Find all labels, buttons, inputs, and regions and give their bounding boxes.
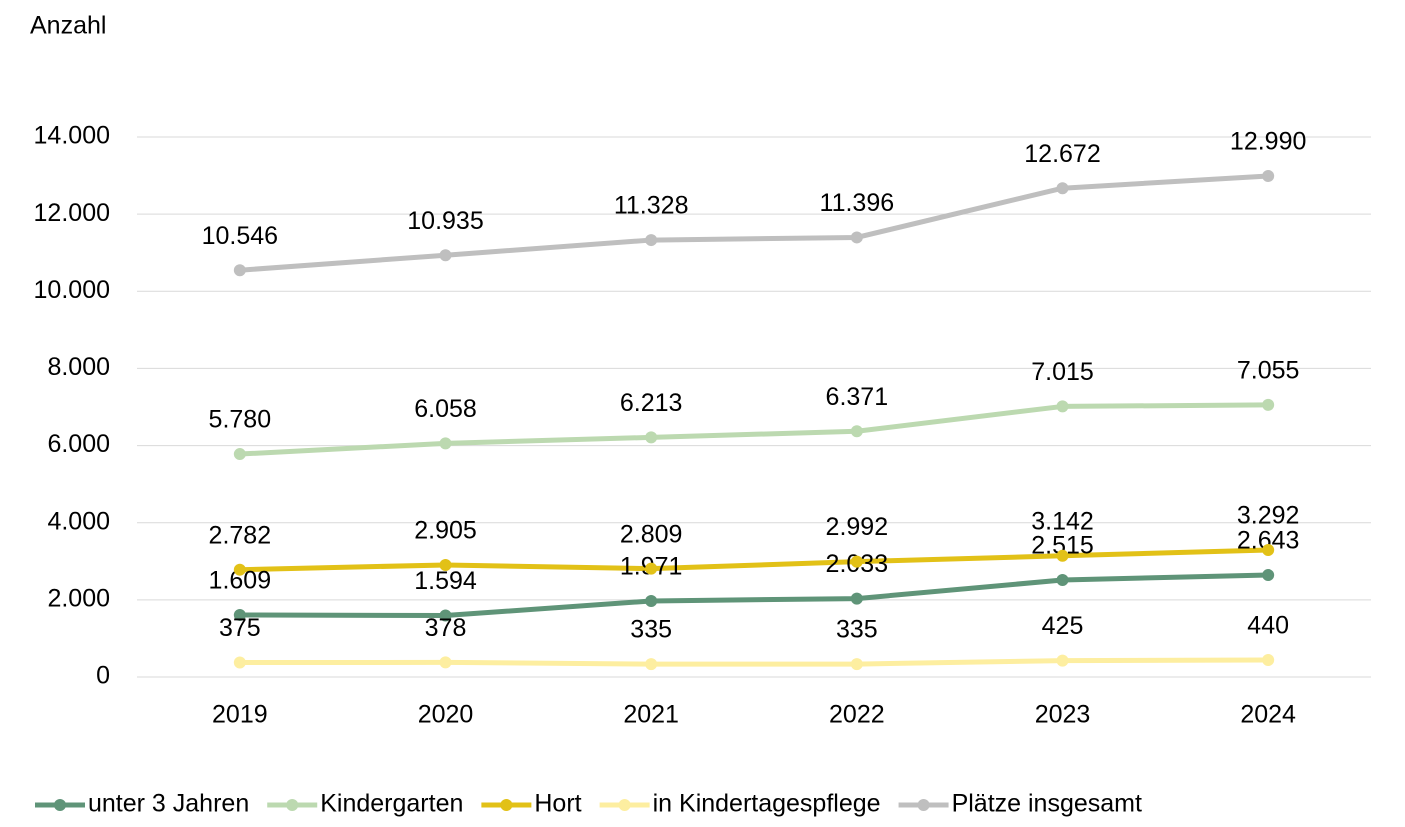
y-tick-label: 14.000 xyxy=(34,122,110,150)
data-label: 6.213 xyxy=(620,389,683,417)
data-point xyxy=(645,234,658,247)
legend-label: Kindergarten xyxy=(320,790,463,818)
data-point xyxy=(1056,182,1069,195)
y-tick-label: 4.000 xyxy=(47,507,110,535)
data-point xyxy=(850,425,863,438)
series-line xyxy=(239,657,1269,667)
data-label: 335 xyxy=(836,616,878,644)
data-point xyxy=(1262,569,1275,582)
data-label: 6.371 xyxy=(826,383,889,411)
legend-marker xyxy=(54,799,66,811)
y-tick-label: 0 xyxy=(96,662,110,690)
data-label: 2.809 xyxy=(620,520,683,548)
data-label: 1.594 xyxy=(414,567,477,595)
data-point xyxy=(439,249,452,262)
data-point xyxy=(1056,654,1069,667)
y-tick-label: 10.000 xyxy=(34,276,110,304)
data-point xyxy=(850,592,863,605)
data-point xyxy=(645,658,658,671)
y-tick-label: 2.000 xyxy=(47,584,110,612)
data-point xyxy=(645,562,658,575)
legend-marker xyxy=(500,799,513,811)
data-label: 2.992 xyxy=(826,513,889,541)
data-point xyxy=(1262,398,1275,411)
y-tick-label: 8.000 xyxy=(47,353,110,381)
legend-marker xyxy=(618,799,631,811)
data-label: 12.672 xyxy=(1024,140,1100,168)
x-tick-label: 2021 xyxy=(623,701,679,729)
data-point xyxy=(645,431,658,444)
data-point xyxy=(1056,573,1069,586)
data-label: 10.546 xyxy=(202,222,278,250)
data-label: 7.015 xyxy=(1031,358,1094,386)
x-tick-label: 2019 xyxy=(212,701,268,729)
y-axis-title: Anzahl xyxy=(30,12,106,40)
data-label: 5.780 xyxy=(209,406,272,434)
data-point xyxy=(233,608,246,621)
legend-label: unter 3 Jahren xyxy=(88,790,249,818)
data-label: 10.935 xyxy=(407,207,483,235)
data-label: 2.905 xyxy=(414,517,477,545)
data-point xyxy=(1262,544,1275,557)
data-label: 2.782 xyxy=(209,521,272,549)
data-point xyxy=(439,558,452,571)
data-label: 12.990 xyxy=(1230,128,1306,156)
data-point xyxy=(233,264,246,277)
data-point xyxy=(233,563,246,576)
x-tick-label: 2024 xyxy=(1240,701,1296,729)
data-point xyxy=(850,658,863,671)
x-tick-label: 2020 xyxy=(418,701,474,729)
data-label: 6.058 xyxy=(414,395,477,423)
data-point xyxy=(645,594,658,607)
data-label: 378 xyxy=(425,614,467,642)
data-point xyxy=(1056,549,1069,562)
data-point xyxy=(439,609,452,622)
data-label: 425 xyxy=(1042,612,1084,640)
legend-marker xyxy=(286,799,299,811)
legend-label: Hort xyxy=(534,790,581,818)
data-label: 3.142 xyxy=(1031,507,1094,535)
data-label: 11.328 xyxy=(614,192,689,220)
x-tick-label: 2023 xyxy=(1035,701,1091,729)
legend-label: in Kindertagespflege xyxy=(653,790,881,818)
data-label: 11.396 xyxy=(820,189,895,217)
data-point xyxy=(1056,400,1069,413)
y-tick-label: 12.000 xyxy=(34,199,110,227)
data-point xyxy=(439,437,452,450)
legend-label: Plätze insgesamt xyxy=(952,790,1142,818)
series-line xyxy=(239,402,1269,457)
data-label: 440 xyxy=(1247,612,1289,640)
data-label: 7.055 xyxy=(1237,356,1300,384)
data-point xyxy=(850,555,863,568)
data-point xyxy=(439,656,452,669)
data-label: 335 xyxy=(630,616,672,644)
series-line xyxy=(239,572,1269,619)
data-point xyxy=(1262,169,1275,182)
series-line xyxy=(239,547,1269,573)
data-point xyxy=(233,656,246,669)
data-point xyxy=(233,448,246,461)
data-point xyxy=(850,231,863,244)
legend-marker xyxy=(917,799,930,811)
data-point xyxy=(1262,654,1275,667)
x-tick-label: 2022 xyxy=(829,701,885,729)
series-line xyxy=(239,173,1269,273)
data-label: 375 xyxy=(219,614,261,642)
data-label: 3.292 xyxy=(1237,502,1300,530)
y-tick-label: 6.000 xyxy=(47,430,110,458)
